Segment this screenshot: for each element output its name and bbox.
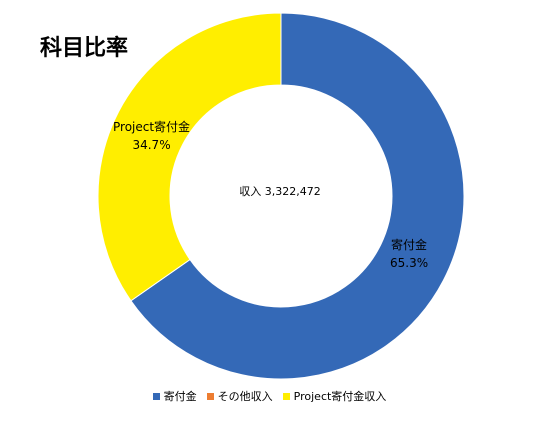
data-label-percent: 34.7%: [132, 138, 171, 152]
legend-swatch: [282, 392, 290, 400]
legend-swatch: [206, 392, 214, 400]
data-label-name: 寄付金: [391, 238, 428, 252]
legend-swatch: [152, 392, 160, 400]
legend-item-project: Project寄付金収入: [282, 388, 387, 404]
legend-label: Project寄付金収入: [293, 390, 387, 403]
data-label-kifukin: 寄付金 65.3%: [390, 236, 428, 272]
legend-item-sonota: その他収入: [206, 388, 273, 404]
data-label-project-kifukin: Project寄付金 34.7%: [113, 118, 190, 154]
donut-slice-2: [97, 12, 282, 302]
legend-label: 寄付金: [163, 390, 197, 403]
data-label-percent: 65.3%: [390, 256, 429, 270]
legend-item-kifukin: 寄付金: [152, 388, 197, 404]
donut-slice-0: [130, 12, 465, 380]
center-total-label: 収入 3,322,472: [239, 185, 321, 198]
chart-title: 科目比率: [40, 35, 129, 61]
data-label-name: Project寄付金: [113, 120, 191, 134]
chart-legend: 寄付金 その他収入 Project寄付金収入: [0, 388, 539, 404]
legend-label: その他収入: [217, 390, 273, 403]
